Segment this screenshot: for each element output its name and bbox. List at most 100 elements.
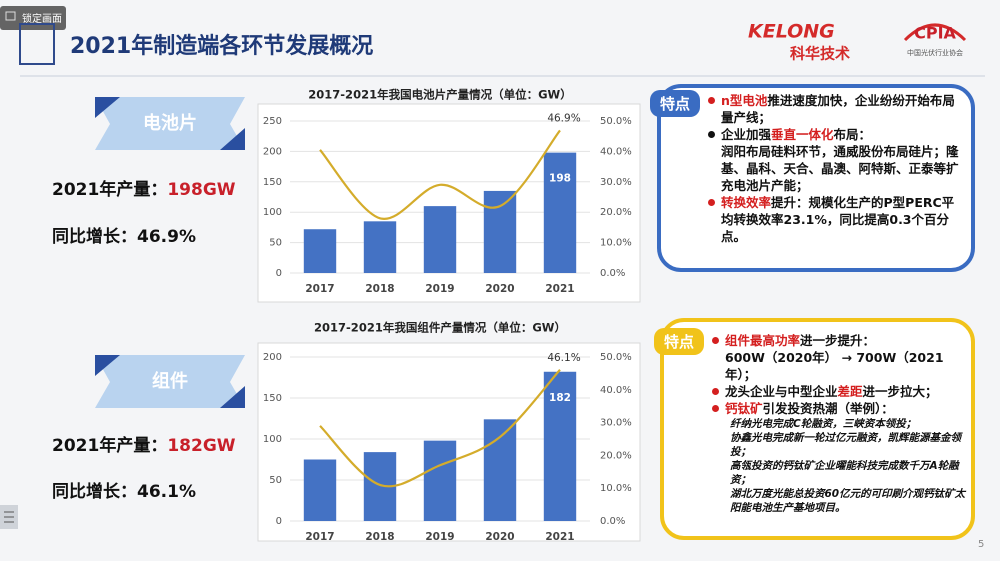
feature-list: 组件最高功率进一步提升： 600W（2020年） → 700W（2021年）； 龙头… (712, 332, 968, 515)
bullet-keyword: n型电池 (721, 93, 768, 108)
y2-tick-label: 20.0% (600, 207, 632, 218)
y2-tick-label: 40.0% (600, 146, 632, 157)
y-tick-label: 0 (276, 516, 282, 527)
bullet: 钙钛矿引发投资热潮（举例）： (712, 400, 968, 417)
bullet-dot (708, 131, 715, 138)
output-value: 182GW (167, 436, 235, 456)
y-tick-label: 200 (263, 146, 282, 157)
bullet-dot (712, 405, 719, 412)
y-tick-label: 150 (263, 177, 282, 188)
page-number: 5 (978, 539, 984, 550)
y2-tick-label: 50.0% (600, 116, 632, 127)
x-tick-label: 2019 (425, 531, 454, 543)
y-tick-label: 250 (263, 116, 282, 127)
bullet-keyword: 差距 (837, 384, 863, 399)
section-name: 电池片 (143, 112, 197, 134)
bullet-note: 协鑫光电完成新一轮过亿元融资，凯辉能源基金领投； (730, 432, 961, 458)
bullet-dot (708, 199, 715, 206)
y2-tick-label: 10.0% (600, 238, 632, 249)
feature-box (660, 318, 975, 540)
bar (303, 229, 337, 273)
line-value-label: 46.9% (547, 112, 580, 124)
bullet-keyword: 钙钛矿 (725, 401, 763, 416)
growth-line: 同比增长：46.9% (52, 226, 196, 247)
y-tick-label: 100 (263, 434, 282, 445)
x-tick-label: 2018 (365, 283, 394, 295)
bullet-dot (712, 388, 719, 395)
y2-tick-label: 40.0% (600, 385, 632, 396)
bar (423, 206, 457, 273)
x-tick-label: 2018 (365, 531, 394, 543)
bullet-keyword: 转换效率 (721, 195, 772, 210)
x-tick-label: 2020 (485, 531, 514, 543)
y-tick-label: 0 (276, 268, 282, 279)
x-tick-label: 2017 (305, 531, 334, 543)
bar (543, 371, 577, 521)
feature-tag: 特点 (654, 328, 705, 355)
y2-tick-label: 20.0% (600, 450, 632, 461)
bar (483, 419, 517, 521)
x-tick-label: 2019 (425, 283, 454, 295)
bullet-note: 高瓴投资的钙钛矿企业曜能科技完成数千万A轮融资； (730, 460, 959, 486)
y-tick-label: 100 (263, 207, 282, 218)
bullet-keyword: 组件最高功率 (725, 333, 801, 348)
bar (483, 190, 517, 273)
bullet-text: 进一步提升： (800, 333, 876, 348)
line-series (319, 369, 561, 488)
logo-org: CPIA (914, 24, 956, 43)
bar (543, 152, 577, 273)
x-tick-label: 2021 (545, 531, 574, 543)
x-tick-label: 2021 (545, 283, 574, 295)
bar (303, 459, 337, 521)
growth-value: 46.1% (137, 482, 196, 502)
bullet-text: 龙头企业与中型企业 (725, 384, 838, 399)
growth-label: 同比增长： (52, 481, 137, 502)
title-square (19, 23, 55, 65)
bullet: 转换效率提升：规模化生产的P型PERC平均转换效率23.1%，同比提高0.3个百… (708, 194, 966, 245)
bullet-note: 润阳布局硅料环节，通威股份布局硅片；隆基、晶科、天合、晶澳、阿特斯、正泰等扩充电… (721, 144, 959, 193)
ribbon-corner (220, 386, 245, 408)
ribbon-corner (95, 355, 120, 376)
bar-value-label: 182 (549, 392, 571, 404)
overlay-label: 锁定画面 (22, 12, 62, 25)
chart-title: 2017-2021年我国电池片产量情况（单位：GW） (308, 88, 571, 102)
y2-tick-label: 30.0% (600, 177, 632, 188)
y-tick-label: 50 (269, 238, 282, 249)
logo-brand-cn: 科华技术 (790, 45, 850, 63)
line-series (319, 129, 561, 220)
output-label: 2021年产量： (52, 435, 167, 456)
output-line: 2021年产量：182GW (52, 435, 236, 456)
slide-title: 2021年制造端各环节发展概况 (70, 33, 373, 59)
bullet: 龙头企业与中型企业差距进一步拉大； (712, 383, 968, 400)
logo-brand: KELONG (748, 21, 835, 43)
y2-tick-label: 50.0% (600, 352, 632, 363)
x-tick-label: 2017 (305, 283, 334, 295)
bullet-keyword: 垂直一体化 (771, 127, 834, 142)
chart-title: 2017-2021年我国组件产量情况（单位：GW） (314, 321, 566, 335)
bullet: n型电池推进速度加快，企业纷纷开始布局量产线； (708, 92, 966, 126)
growth-value: 46.9% (137, 227, 196, 247)
side-menu-icon[interactable] (0, 505, 18, 529)
bullet-text: 推进速度加快，企业纷纷开始布局量产线； (721, 93, 955, 125)
overlay-icon (5, 11, 16, 21)
y2-tick-label: 30.0% (600, 418, 632, 429)
y-tick-label: 150 (263, 393, 282, 404)
feature-list: n型电池推进速度加快，企业纷纷开始布局量产线； 企业加强垂直一体化布局： 润阳布局硅… (708, 92, 966, 245)
ribbon (95, 97, 245, 150)
line-value-label: 46.1% (547, 352, 580, 364)
y-tick-label: 50 (269, 475, 282, 486)
bullet-dot (712, 337, 719, 344)
logo-org-cn: 中国光伏行业协会 (907, 48, 963, 57)
bullet: 组件最高功率进一步提升： (712, 332, 968, 349)
y2-tick-label: 0.0% (600, 516, 625, 527)
bar (423, 440, 457, 521)
growth-label: 同比增长： (52, 226, 137, 247)
bar (363, 221, 397, 273)
bullet-note: 纤纳光电完成C轮融资，三峡资本领投； (730, 418, 917, 430)
section-ribbons (95, 97, 245, 408)
y-tick-label: 200 (263, 352, 282, 363)
ribbon-corner (220, 128, 245, 150)
bullet-text: 进一步拉大； (862, 384, 938, 399)
bullet: 企业加强垂直一体化布局： (708, 126, 966, 143)
